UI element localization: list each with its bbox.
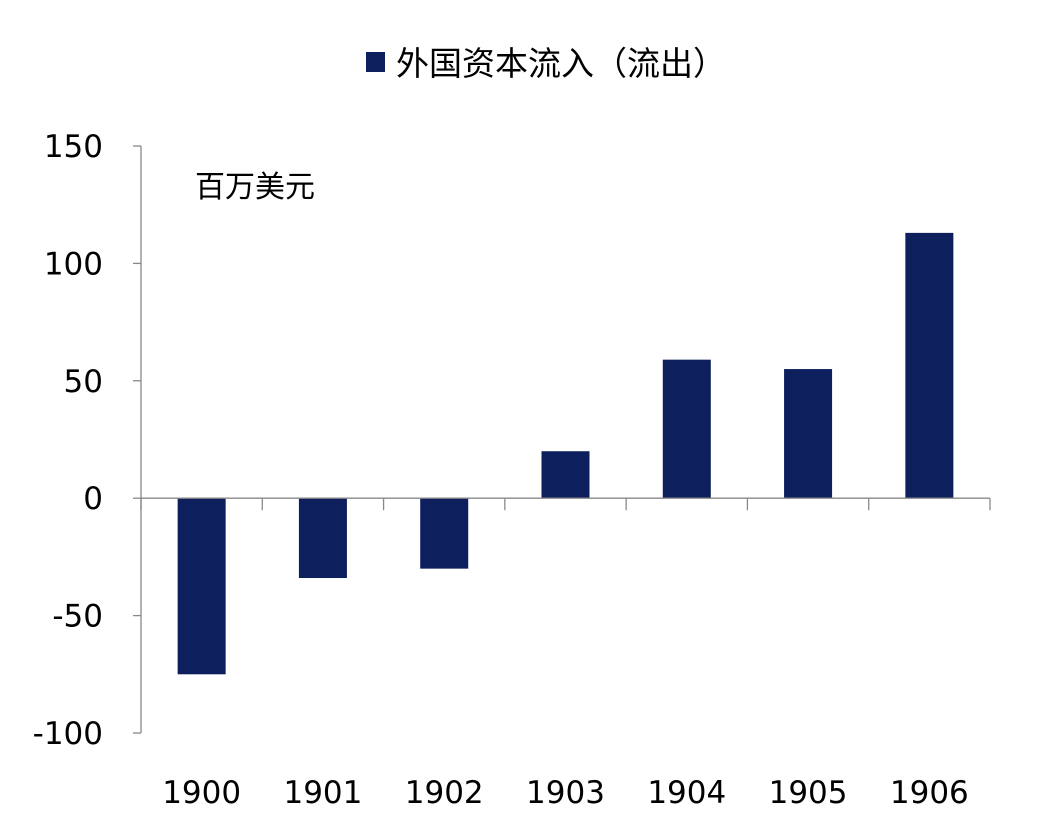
y-tick-label: -50 (52, 599, 103, 635)
y-axis: 150 100 50 0 -50 -100 (33, 129, 142, 752)
x-tick-label: 1904 (647, 775, 726, 811)
legend: 外国资本流入（流出） (366, 44, 726, 83)
bar-1902 (420, 498, 469, 569)
y-tick-label: 0 (83, 481, 103, 517)
bar-1906 (905, 232, 954, 499)
legend-label: 外国资本流入（流出） (396, 44, 726, 83)
bars (177, 232, 954, 675)
unit-label: 百万美元 (195, 170, 315, 205)
legend-swatch (366, 52, 385, 72)
y-tick-label: 150 (44, 129, 103, 165)
bar-1904 (662, 359, 711, 499)
bar-1905 (784, 369, 833, 499)
x-tick-label: 1900 (162, 775, 241, 811)
bar-1903 (541, 451, 590, 499)
x-tick-label: 1902 (405, 775, 484, 811)
y-tick-label: 100 (44, 246, 103, 282)
y-tick-label: 50 (64, 364, 103, 400)
x-tick-label: 1901 (283, 775, 362, 811)
bar-1900 (177, 498, 226, 675)
x-tick-label: 1906 (890, 775, 969, 811)
y-tick-label: -100 (33, 716, 103, 752)
x-tick-label: 1903 (526, 775, 605, 811)
x-tick-label: 1905 (769, 775, 848, 811)
x-axis: 1900 1901 1902 1903 1904 1905 1906 (140, 497, 991, 811)
bar-1901 (298, 498, 347, 579)
